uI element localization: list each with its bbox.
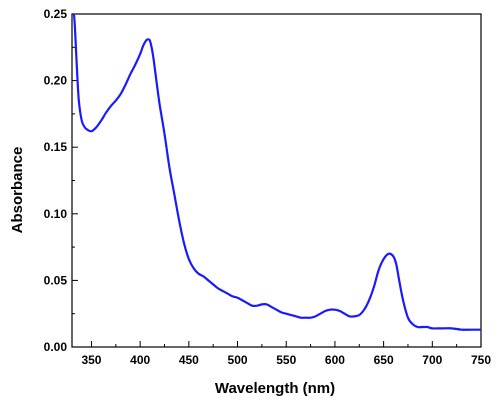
absorbance-series-line: [72, 14, 481, 331]
series-layer: [72, 14, 481, 331]
x-tick-label: 450: [179, 353, 199, 367]
x-axis-title: Wavelength (nm): [215, 380, 335, 397]
y-tick-label: 0.05: [44, 273, 68, 287]
y-axis-title: Absorbance: [9, 147, 26, 234]
x-tick-label: 350: [81, 353, 101, 367]
y-tick-label: 0.25: [44, 7, 68, 21]
x-tick-label: 500: [228, 353, 248, 367]
x-tick-label: 600: [325, 353, 345, 367]
y-tick-label: 0.10: [44, 207, 68, 221]
tick-labels-layer: 350 400 450 500 550 600 650 700 750 0.00 0.05 0.10 0…: [44, 7, 492, 367]
ticks-layer: [72, 13, 482, 348]
y-tick-label: 0.20: [44, 74, 68, 88]
x-tick-label: 700: [422, 353, 442, 367]
x-tick-label: 750: [471, 353, 491, 367]
x-tick-label: 550: [276, 353, 296, 367]
x-tick-label: 400: [130, 353, 150, 367]
y-tick-label: 0.15: [44, 140, 68, 154]
axes-layer: [71, 13, 482, 348]
plot-frame: [71, 13, 482, 348]
x-tick-label: 650: [374, 353, 394, 367]
y-tick-label: 0.00: [44, 340, 68, 354]
